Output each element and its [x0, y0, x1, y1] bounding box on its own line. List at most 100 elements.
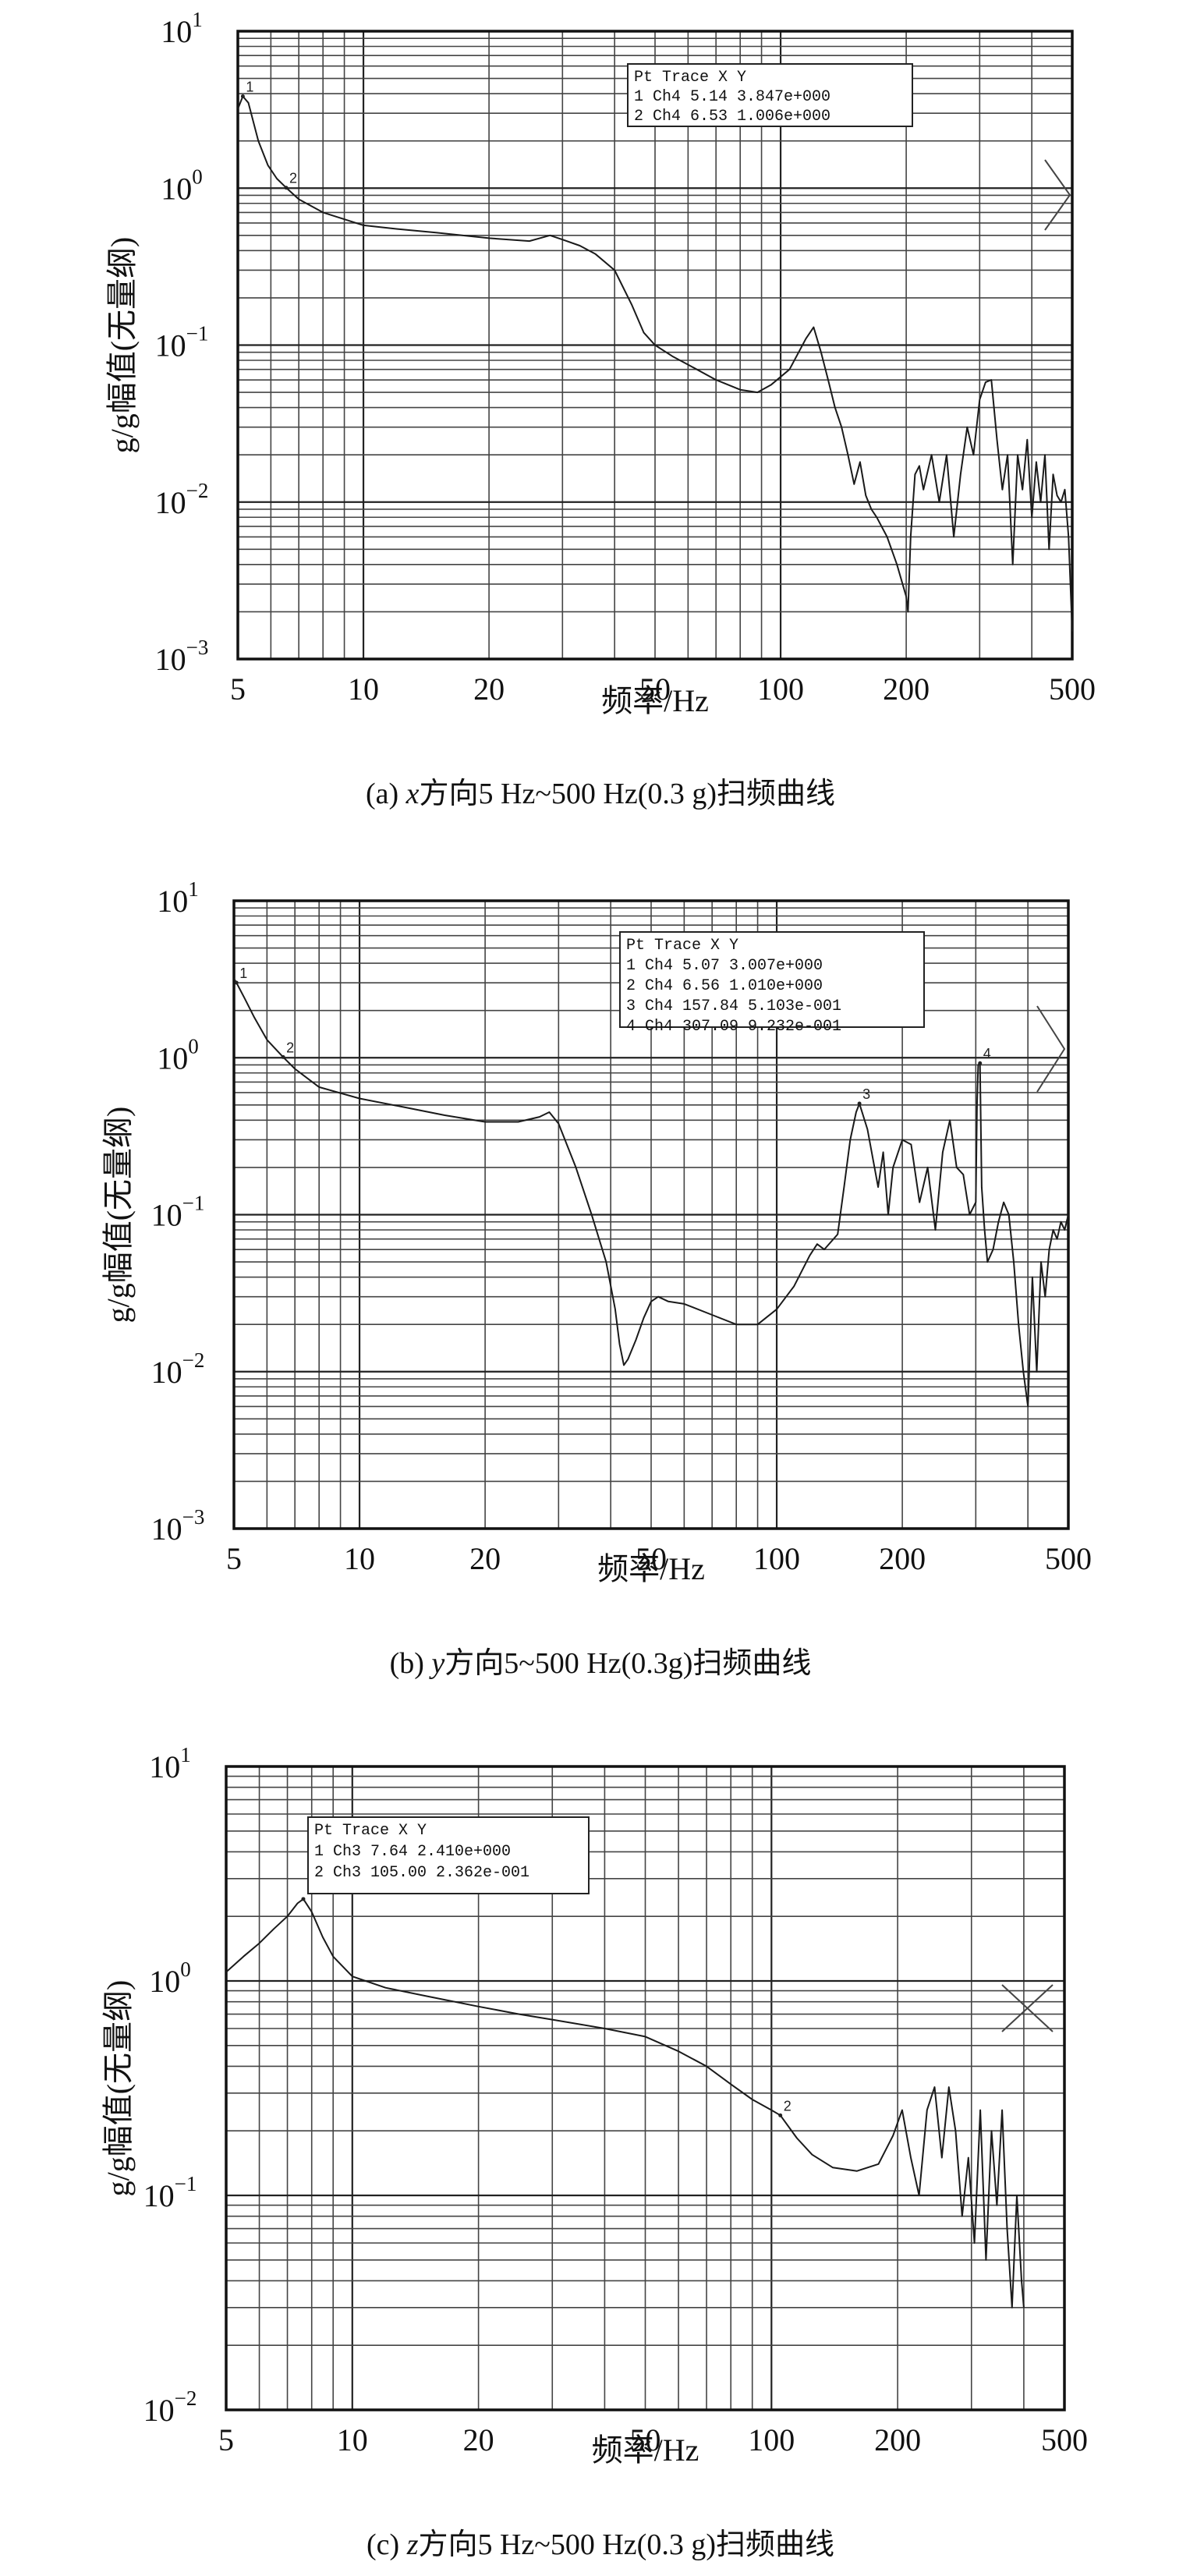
y-tick-exponent: 0 [180, 1958, 191, 1981]
x-tick-label: 500 [1049, 671, 1096, 707]
legend-row: 4 Ch4 307.09 9.232e-001 [626, 1018, 841, 1036]
x-axis-label: 频率/Hz [597, 1551, 705, 1586]
legend-row: 3 Ch4 157.84 5.103e-001 [626, 997, 841, 1015]
caption-text: 方向5 Hz~500 Hz(0.3 g)扫频曲线 [418, 2528, 834, 2561]
marker-label: 1 [246, 79, 253, 94]
marker-label: 4 [983, 1046, 991, 1061]
marker-point [857, 1101, 862, 1106]
y-tick-label: 101 [149, 1743, 191, 1784]
y-tick-label: 10−1 [155, 322, 209, 363]
x-tick-label: 50 [639, 671, 671, 707]
x-tick-label: 10 [344, 1541, 375, 1576]
x-tick-label: 100 [748, 2422, 795, 2457]
legend-row: 1 Ch4 5.07 3.007e+000 [626, 957, 823, 975]
y-tick-exponent: 1 [192, 8, 203, 31]
x-tick-label: 20 [473, 671, 505, 707]
series-line [225, 1897, 1025, 2308]
x-axis-label: 频率/Hz [592, 2432, 699, 2468]
marker-label: 2 [784, 2098, 792, 2114]
y-tick-exponent: −1 [175, 2172, 197, 2195]
legend: Pt Trace X Y 1 Ch4 5.14 3.847e+000 2 Ch4… [627, 63, 913, 127]
marker-label: 2 [289, 171, 297, 186]
x-tick-label: 5 [230, 671, 246, 707]
legend: Pt Trace X Y 1 Ch4 5.07 3.007e+000 2 Ch4… [619, 931, 925, 1036]
cursor-cross-icon [1001, 1984, 1054, 2032]
marker-point [778, 2113, 783, 2117]
cursor-arrow-icon [1036, 1005, 1066, 1093]
marker-point [281, 1054, 285, 1059]
y-tick-label: 100 [161, 165, 203, 206]
caption-label: (c) [367, 2528, 407, 2561]
legend-row: 2 Ch4 6.56 1.010e+000 [626, 977, 823, 995]
legend-header: Pt Trace X Y [314, 1822, 427, 1840]
legend-row: 2 Ch4 6.53 1.006e+000 [634, 108, 830, 126]
grid [233, 901, 1069, 1529]
marker-point [240, 94, 245, 98]
legend-header: Pt Trace X Y [634, 69, 746, 87]
y-axis-label: g/g幅值(无量纲) [101, 1107, 136, 1323]
x-tick-label: 5 [226, 1541, 242, 1576]
x-tick-label: 50 [636, 1541, 667, 1576]
caption-axis: y [428, 1647, 444, 1680]
caption-axis: z [406, 2528, 419, 2561]
chart-panel-c: 1 2 5 10 20 50 100 200 500 101 100 10−1 10−2 频率/Hz g/g… [101, 1743, 1088, 2561]
y-tick-exponent: 0 [188, 1034, 199, 1058]
plot-frame [236, 30, 1074, 661]
y-tick-exponent: −2 [182, 1348, 205, 1372]
y-tick-exponent: 1 [180, 1743, 191, 1766]
x-tick-label: 500 [1045, 1541, 1092, 1576]
legend-box [627, 63, 913, 127]
x-tick-label: 200 [874, 2422, 921, 2457]
marker-label: 2 [286, 1040, 294, 1055]
y-tick-exponent: −1 [182, 1192, 205, 1215]
x-tick-label: 20 [463, 2422, 494, 2457]
x-tick-label: 50 [630, 2422, 661, 2457]
y-tick-exponent: −1 [186, 322, 209, 345]
caption-label: (b) [390, 1647, 432, 1680]
series-line [237, 95, 1073, 632]
y-tick-label: 10−2 [155, 479, 209, 520]
y-tick-label: 10−1 [143, 2172, 197, 2213]
legend-row: 1 Ch3 7.64 2.410e+000 [314, 1843, 511, 1861]
x-tick-label: 10 [337, 2422, 368, 2457]
caption: (c) z方向5 Hz~500 Hz(0.3 g)扫频曲线 [367, 2528, 834, 2561]
y-tick-exponent: −3 [182, 1505, 205, 1529]
x-axis-label: 频率/Hz [601, 683, 709, 718]
y-tick-label: 101 [161, 8, 203, 49]
y-tick-label: 10−2 [151, 1348, 205, 1390]
grid [237, 31, 1073, 659]
caption: (a) x方向5 Hz~500 Hz(0.3 g)扫频曲线 [366, 778, 835, 810]
x-tick-label: 200 [883, 671, 930, 707]
x-tick-label: 500 [1041, 2422, 1088, 2457]
x-tick-label: 5 [218, 2422, 234, 2457]
plot-frame [225, 1765, 1066, 2411]
legend-row: 2 Ch3 105.00 2.362e-001 [314, 1864, 529, 1882]
caption: (b) y方向5~500 Hz(0.3g)扫频曲线 [390, 1647, 812, 1680]
y-tick-label: 100 [157, 1034, 199, 1075]
x-tick-label: 10 [348, 671, 379, 707]
marker-label: 3 [862, 1086, 870, 1102]
caption-text: 方向5 Hz~500 Hz(0.3 g)扫频曲线 [420, 778, 836, 810]
legend-box [307, 1816, 590, 1894]
y-tick-label: 10−3 [151, 1505, 205, 1547]
marker-point [234, 980, 239, 985]
x-tick-label: 100 [753, 1541, 800, 1576]
series-line [233, 978, 1069, 1408]
marker-label: 1 [239, 966, 247, 981]
y-tick-exponent: 1 [188, 877, 199, 901]
cursor-arrow-icon [1044, 159, 1071, 231]
x-tick-label: 100 [757, 671, 804, 707]
legend-box [619, 931, 925, 1028]
y-tick-label: 10−3 [155, 636, 209, 677]
caption-text: 方向5~500 Hz(0.3g)扫频曲线 [444, 1647, 811, 1680]
y-tick-label: 100 [149, 1958, 191, 1999]
legend-row: 1 Ch4 5.14 3.847e+000 [634, 88, 830, 106]
y-tick-exponent: −2 [175, 2386, 197, 2410]
y-axis-label: g/g幅值(无量纲) [101, 1980, 136, 2197]
caption-label: (a) [366, 778, 406, 810]
y-tick-label: 10−2 [143, 2386, 197, 2428]
legend: Pt Trace X Y 1 Ch3 7.64 2.410e+000 2 Ch3… [307, 1816, 590, 1894]
y-tick-label: 10−1 [151, 1192, 205, 1233]
y-axis-label: g/g幅值(无量纲) [104, 237, 140, 454]
